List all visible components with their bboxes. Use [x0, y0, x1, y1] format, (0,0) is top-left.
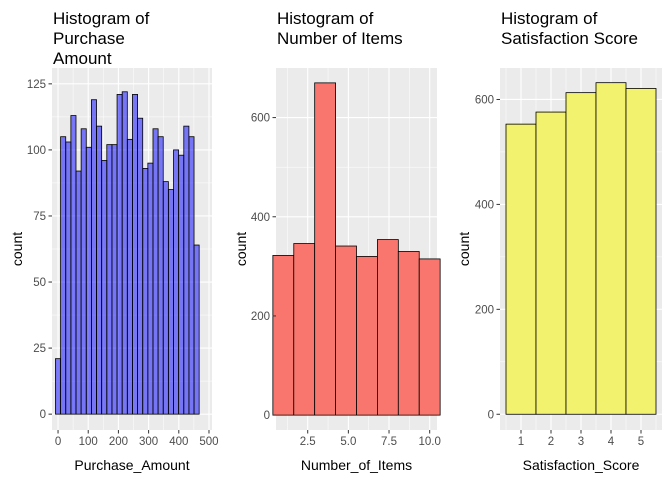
- histogram-bar: [157, 136, 164, 415]
- histogram-bar: [65, 141, 72, 415]
- x-tick-label: 500: [199, 436, 218, 448]
- y-tick-label: 0: [264, 410, 270, 422]
- histogram-bar: [106, 144, 113, 415]
- histogram-bar: [272, 255, 295, 416]
- histogram-bar: [142, 168, 149, 415]
- histogram-bar: [188, 136, 195, 415]
- histogram-bar: [314, 82, 336, 416]
- x-axis-title: Satisfaction_Score: [523, 457, 640, 473]
- x-tick-label: 1: [518, 436, 524, 448]
- y-tick-label: 0: [40, 409, 46, 421]
- histogram-bar: [625, 88, 657, 415]
- y-tick-label: 600: [475, 94, 494, 106]
- histogram-bar: [183, 125, 190, 415]
- histogram-bar: [126, 138, 133, 415]
- histogram-bar: [101, 160, 108, 415]
- histogram-bar: [90, 99, 97, 415]
- x-tick-label: 10.0: [418, 436, 440, 448]
- histogram-bar: [167, 189, 174, 415]
- y-tick-label: 0: [488, 409, 494, 421]
- y-axis-title: count: [233, 232, 249, 266]
- histogram-bar: [147, 162, 154, 415]
- y-axis-title: count: [456, 232, 472, 266]
- x-tick-label: 2.5: [300, 436, 316, 448]
- histogram-bar: [565, 92, 597, 415]
- chart-panel-1: 0 100 200 300 400 500 0 25 50 75 100 125 Histogram o…: [9, 9, 219, 473]
- y-tick-label: 400: [251, 212, 270, 224]
- histogram-bar: [377, 239, 399, 416]
- y-tick-label: 100: [27, 145, 46, 157]
- histogram-bar: [80, 128, 87, 415]
- y-tick-label: 400: [475, 199, 494, 211]
- histogram-bar: [75, 170, 82, 415]
- y-tick-label: 125: [27, 79, 46, 91]
- y-axis-title: count: [9, 232, 25, 266]
- histogram-bar: [505, 123, 537, 415]
- chart-title: Histogram of Purchase Amount: [53, 9, 150, 68]
- x-tick-label: 0: [55, 436, 61, 448]
- histogram-bar: [60, 136, 67, 415]
- histogram-bar: [356, 256, 378, 416]
- histogram-bar: [55, 358, 62, 415]
- x-tick-label: 3: [578, 436, 584, 448]
- chart-panel-3: 1 2 3 4 5 0 200 400 600 Histogram of Satisfaction …: [456, 9, 662, 473]
- x-tick-label: 5.0: [340, 436, 356, 448]
- x-tick-label: 5: [638, 436, 644, 448]
- chart-panel-2: 2.5 5.0 7.5 10.0 0 200 400 600 Histogram of Numbe…: [233, 9, 441, 473]
- chart-title: Histogram of Number of Items: [277, 9, 403, 48]
- histogram-bar: [173, 149, 180, 415]
- histogram-bar: [193, 244, 200, 415]
- histogram-bar: [121, 91, 128, 415]
- y-tick-label: 50: [33, 277, 46, 289]
- histogram-bar: [335, 245, 357, 416]
- x-tick-label: 200: [109, 436, 128, 448]
- histogram-bar: [85, 146, 92, 415]
- y-tick-label: 200: [475, 304, 494, 316]
- x-axis-title: Number_of_Items: [301, 457, 412, 473]
- y-tick-label: 75: [33, 211, 46, 223]
- histogram-bar: [137, 117, 144, 415]
- x-tick-label: 300: [139, 436, 158, 448]
- x-tick-label: 4: [608, 436, 615, 448]
- histogram-bar: [116, 94, 123, 415]
- x-tick-label: 400: [169, 436, 188, 448]
- histogram-bar: [293, 243, 316, 416]
- histogram-bar: [418, 258, 441, 416]
- y-tick-label: 200: [251, 311, 270, 323]
- y-tick-label: 25: [33, 343, 46, 355]
- x-axis-title: Purchase_Amount: [74, 457, 189, 473]
- histogram-bar: [152, 128, 159, 415]
- histogram-bar: [96, 125, 103, 415]
- histogram-bar: [535, 111, 567, 415]
- y-tick-label: 600: [251, 113, 270, 125]
- histogram-bar: [111, 144, 118, 415]
- x-tick-label: 7.5: [381, 436, 397, 448]
- histogram-bar: [178, 154, 185, 415]
- histogram-bar: [132, 94, 138, 415]
- chart-title: Histogram of Satisfaction Score: [501, 9, 638, 48]
- histogram-bar: [595, 82, 627, 415]
- histogram-bar: [70, 115, 77, 415]
- x-tick-label: 2: [548, 436, 554, 448]
- x-tick-label: 100: [79, 436, 98, 448]
- histogram-bar: [397, 251, 420, 416]
- histogram-bar: [162, 181, 169, 415]
